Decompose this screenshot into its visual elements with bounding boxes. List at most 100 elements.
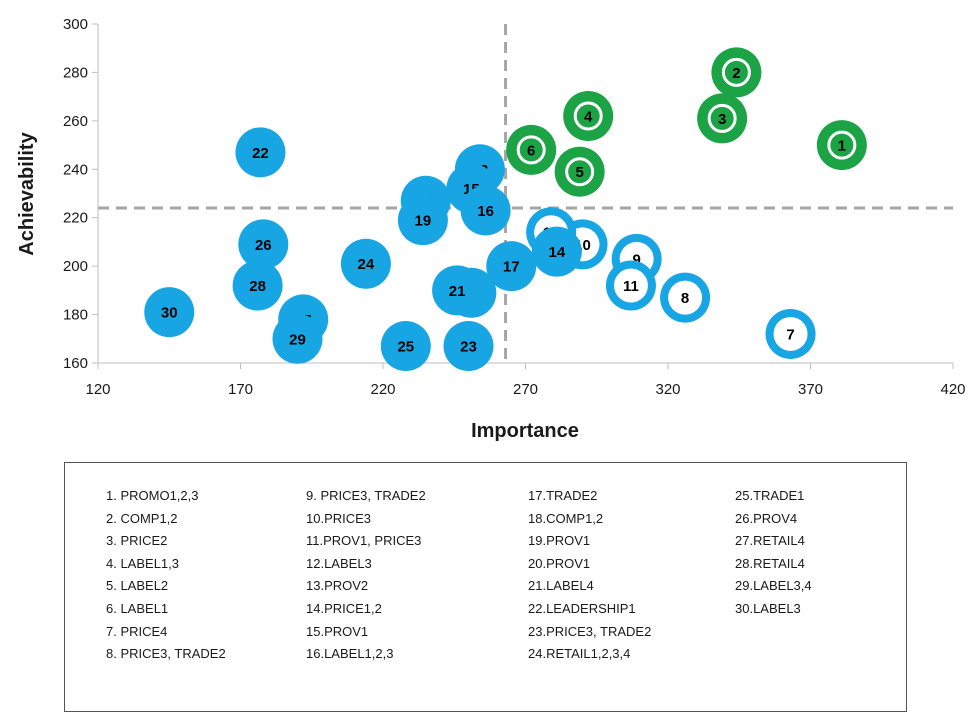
data-point-19: 19 (397, 195, 448, 246)
data-point-3: 3 (697, 93, 748, 144)
legend-item: 16.LABEL1,2,3 (306, 646, 394, 662)
point-ring (516, 135, 546, 165)
point-label: 25 (397, 339, 414, 356)
data-point-23: 23 (443, 321, 494, 372)
data-points: 1234567891011121314151617181920212223242… (144, 47, 867, 372)
legend-item: 15.PROV1 (306, 623, 369, 639)
data-point-4: 4 (563, 91, 614, 142)
data-point-24: 24 (340, 238, 391, 289)
scatter-chart: 160 180 200 220 240 260 280 300 120 170 220 270 320 3… (16, 16, 966, 442)
data-point-26: 26 (238, 219, 289, 270)
point-label: 7 (786, 326, 794, 343)
legend-column-1: 1. PROMO1,2,3 2. COMP1,2 3. PRICE2 4. LABEL… (106, 485, 226, 666)
legend-item: 4. LABEL1,3 (106, 555, 179, 571)
legend-item: 2. COMP1,2 (106, 510, 178, 526)
legend-item: 25.TRADE1 (735, 488, 805, 503)
point-label: 30 (161, 305, 178, 322)
point-marker (380, 321, 431, 372)
data-point-16: 16 (460, 185, 511, 236)
legend-item: 28.RETAIL4 (735, 555, 805, 571)
point-marker (460, 185, 511, 236)
legend-item: 23.PRICE3, TRADE2 (528, 623, 652, 639)
legend-item: 20.PROV1 (528, 555, 591, 571)
y-tick-label: 300 (63, 16, 88, 33)
point-marker (697, 93, 748, 144)
point-label: 6 (527, 142, 535, 159)
point-marker (144, 287, 195, 338)
y-axis-title: Achievability (16, 131, 38, 255)
point-label: 16 (477, 203, 494, 220)
legend-item: 10.PRICE3 (306, 510, 372, 526)
legend-item: 14.PRICE1,2 (306, 600, 382, 616)
data-point-28: 28 (232, 260, 283, 311)
point-ring (565, 157, 595, 187)
legend-column-4: 25.TRADE1 26.PROV4 27.RETAIL4 28.RETAIL4 29.… (735, 485, 812, 621)
legend-item: 7. PRICE4 (106, 623, 168, 639)
point-ring (573, 101, 603, 131)
legend-item: 21.LABEL4 (528, 578, 594, 594)
y-tick-label: 260 (63, 113, 88, 130)
point-hollow-center (613, 268, 648, 303)
legend-item: 6. LABEL1 (106, 600, 169, 616)
x-tick-label: 420 (940, 381, 965, 398)
x-tick-label: 370 (798, 381, 823, 398)
data-point-1: 1 (816, 120, 867, 171)
legend-item: 5. LABEL2 (106, 578, 169, 594)
point-label: 23 (460, 339, 477, 356)
point-label: 14 (549, 244, 566, 261)
legend-item: 24.RETAIL1,2,3,4 (528, 646, 631, 662)
data-point-2: 2 (711, 47, 762, 98)
point-marker (272, 313, 323, 364)
data-point-7: 7 (765, 308, 816, 359)
point-hollow-center (773, 316, 808, 351)
point-marker (506, 124, 557, 175)
data-point-17: 17 (486, 241, 537, 292)
x-tick-label: 320 (655, 381, 680, 398)
legend-item: 8. PRICE3, TRADE2 (106, 646, 226, 662)
data-point-11: 11 (605, 260, 656, 311)
point-ring (721, 57, 751, 87)
point-label: 28 (249, 278, 266, 295)
data-point-5: 5 (554, 146, 605, 197)
legend-item: 3. PRICE2 (106, 533, 168, 549)
legend-item: 22.LEADERSHIP1 (528, 600, 636, 616)
legend-item: 11.PROV1, PRICE3 (306, 533, 422, 549)
point-label: 5 (575, 164, 583, 181)
point-label: 11 (623, 278, 639, 295)
point-ring (827, 130, 857, 160)
point-label: 4 (584, 109, 593, 126)
point-marker (486, 241, 537, 292)
legend-item: 13.PROV2 (306, 578, 369, 594)
point-label: 3 (718, 111, 726, 128)
point-label: 1 (838, 138, 846, 155)
data-point-6: 6 (506, 124, 557, 175)
point-label: 21 (449, 283, 466, 300)
x-tick-label: 270 (513, 381, 538, 398)
data-point-14: 14 (531, 226, 582, 277)
y-tick-label: 240 (63, 161, 88, 178)
point-label: 29 (289, 331, 306, 348)
point-marker (554, 146, 605, 197)
point-marker (432, 265, 483, 316)
y-tick-label: 280 (63, 64, 88, 81)
point-marker (238, 219, 289, 270)
x-tick-label: 220 (370, 381, 395, 398)
data-point-22: 22 (235, 127, 286, 178)
point-label: 24 (358, 256, 375, 273)
point-label: 2 (732, 65, 740, 82)
legend-item: 19.PROV1 (528, 533, 591, 549)
point-marker (397, 195, 448, 246)
reference-lines (98, 24, 953, 363)
point-hollow-center (668, 280, 703, 315)
legend-column-2: 9. PRICE3, TRADE2 10.PRICE3 11.PROV1, PRIC… (306, 485, 426, 666)
legend-box: 1. PROMO1,2,3 2. COMP1,2 3. PRICE2 4. LABEL… (64, 462, 907, 712)
point-marker (563, 91, 614, 142)
x-tick-label: 120 (85, 381, 110, 398)
point-marker (232, 260, 283, 311)
point-marker (235, 127, 286, 178)
point-label: 26 (255, 237, 272, 254)
data-point-25: 25 (380, 321, 431, 372)
legend-item: 18.COMP1,2 (528, 510, 604, 526)
axes: 160 180 200 220 240 260 280 300 120 170 220 270 320 3… (63, 16, 966, 398)
point-marker (443, 321, 494, 372)
